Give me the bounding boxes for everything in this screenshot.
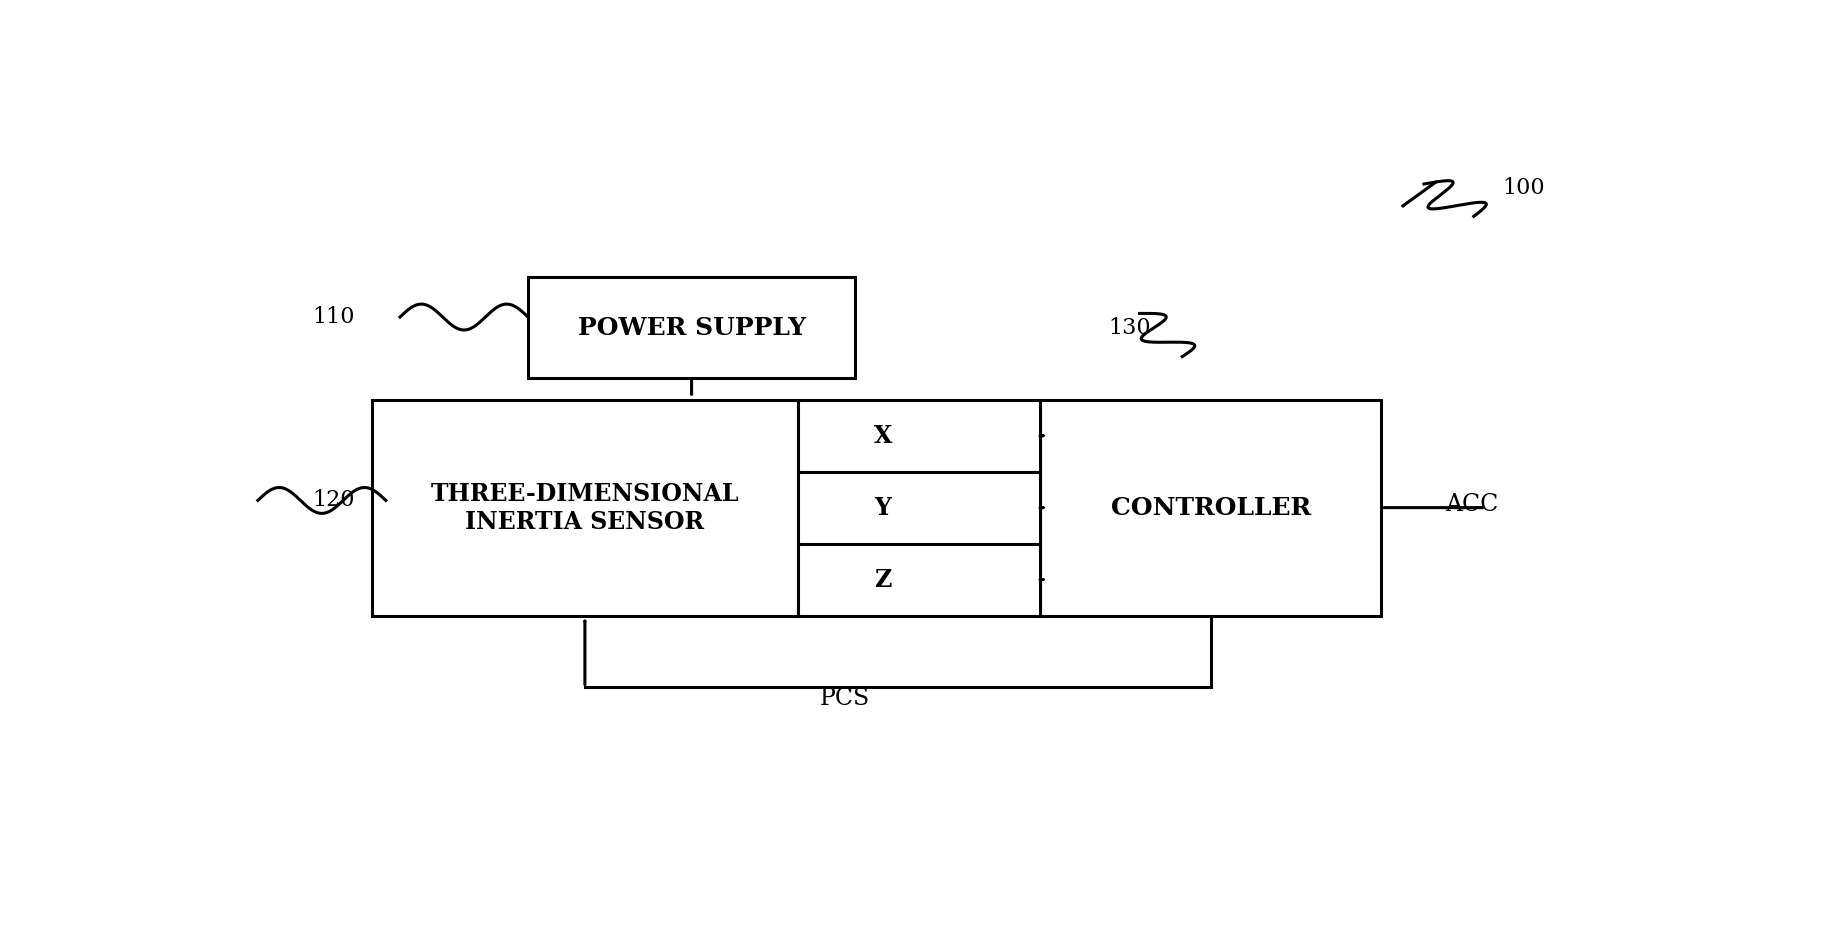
Text: 110: 110 bbox=[312, 306, 354, 328]
Text: POWER SUPPLY: POWER SUPPLY bbox=[578, 316, 806, 340]
Text: PCS: PCS bbox=[820, 686, 870, 710]
Text: Z: Z bbox=[873, 568, 892, 591]
Text: 120: 120 bbox=[312, 489, 354, 512]
FancyBboxPatch shape bbox=[371, 400, 798, 616]
Text: CONTROLLER: CONTROLLER bbox=[1110, 496, 1310, 519]
Text: X: X bbox=[873, 424, 892, 447]
Text: Y: Y bbox=[875, 496, 892, 519]
Text: 130: 130 bbox=[1108, 317, 1151, 339]
Text: ACC: ACC bbox=[1446, 492, 1499, 516]
FancyBboxPatch shape bbox=[528, 277, 855, 378]
FancyBboxPatch shape bbox=[1040, 400, 1382, 616]
FancyBboxPatch shape bbox=[798, 400, 1040, 616]
Text: 100: 100 bbox=[1503, 177, 1545, 199]
Text: THREE-DIMENSIONAL
INERTIA SENSOR: THREE-DIMENSIONAL INERTIA SENSOR bbox=[431, 482, 740, 533]
